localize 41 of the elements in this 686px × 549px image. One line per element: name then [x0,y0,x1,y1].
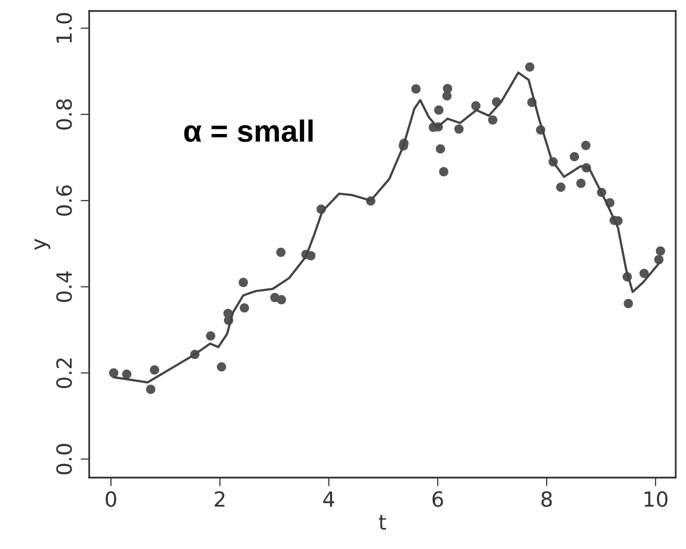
point [488,115,498,125]
y-tick-label: 1.0 [56,13,72,42]
x-axis-title: t [378,514,386,530]
point [581,140,591,150]
point [454,124,464,134]
x-tick-label: 2 [214,491,224,507]
x-tick-label: 6 [432,491,444,507]
y-tick-label: 0.8 [56,99,72,130]
point [570,152,580,162]
point [624,298,633,308]
point [525,62,534,72]
point [276,295,286,304]
x-tick-label: 10 [644,491,668,507]
y-tick-label: 0.4 [56,271,72,302]
point [471,101,480,110]
point [150,365,160,375]
point [276,248,286,257]
point [556,182,566,192]
point [206,331,216,341]
point [146,384,156,394]
point [442,91,452,101]
point [434,105,444,115]
x-tick-label: 0 [106,491,116,507]
point [240,303,250,313]
x-tick-label: 4 [323,491,334,507]
point [656,246,666,256]
x-tick-label: 8 [541,491,552,507]
point [109,368,118,378]
y-axis-title: y [34,238,50,250]
y-tick-label: 0.0 [56,444,72,474]
point [122,370,132,379]
point [639,268,649,278]
point [439,167,448,176]
point [238,278,248,288]
y-tick-label: 0.2 [56,358,72,388]
point [216,362,226,372]
point [411,84,421,94]
point [576,178,586,188]
annotation: α = small [184,120,313,142]
point [436,144,446,154]
y-tick-label: 0.6 [56,185,72,216]
